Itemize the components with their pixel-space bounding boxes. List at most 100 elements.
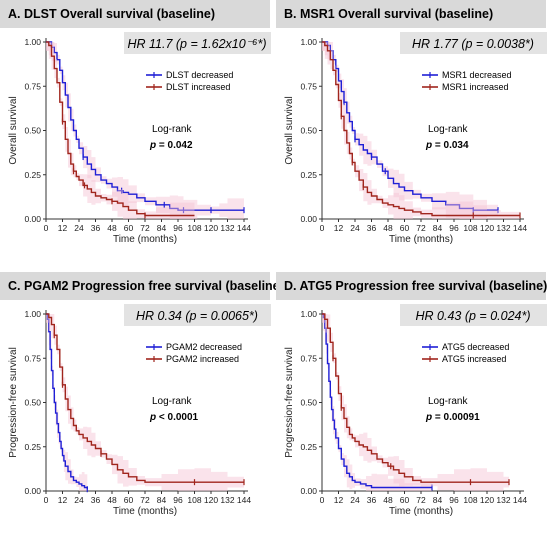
- panel-title-text: DLST Overall survival (baseline): [23, 7, 216, 21]
- x-tick-label: 36: [91, 495, 101, 505]
- y-axis-title: Overall survival: [284, 96, 295, 164]
- legend-label: DLST decreased: [166, 70, 233, 80]
- legend-label: ATG5 decreased: [442, 342, 509, 352]
- x-tick-label: 144: [513, 495, 527, 505]
- panel-title: C. PGAM2 Progression free survival (base…: [0, 272, 284, 300]
- x-tick-label: 144: [237, 223, 251, 233]
- legend-label: PGAM2 decreased: [166, 342, 242, 352]
- panel-title: D. ATG5 Progression free survival (basel…: [276, 272, 548, 300]
- x-tick-label: 24: [350, 223, 360, 233]
- x-tick-label: 12: [334, 495, 344, 505]
- x-tick-label: 48: [107, 223, 117, 233]
- x-axis-title: Time (months): [113, 506, 177, 517]
- x-tick-label: 108: [463, 495, 477, 505]
- y-tick-label: 0.50: [24, 126, 41, 136]
- y-axis-title: Progression-free survival: [284, 347, 295, 458]
- y-tick-label: 0.25: [300, 442, 317, 452]
- y-tick-label: 0.75: [300, 353, 317, 363]
- x-tick-label: 48: [107, 495, 117, 505]
- km-curve: [322, 313, 432, 489]
- km-plot: 0.00 0.25 0.50 0.75 1.00 0 12 24 36 48 60 72 84 96 108…: [8, 32, 271, 245]
- x-tick-label: 132: [496, 223, 510, 233]
- km-curve: [46, 313, 244, 483]
- panel-label: C.: [8, 279, 21, 293]
- hr-box: [124, 304, 271, 326]
- x-tick-label: 96: [173, 495, 183, 505]
- panel-title: B. MSR1 Overall survival (baseline): [276, 0, 546, 28]
- y-tick-label: 0.00: [300, 486, 317, 496]
- x-tick-label: 24: [350, 495, 360, 505]
- x-tick-label: 120: [204, 495, 218, 505]
- x-tick-label: 72: [140, 223, 150, 233]
- x-tick-label: 36: [91, 223, 101, 233]
- panel-title: A. DLST Overall survival (baseline): [0, 0, 270, 28]
- x-tick-label: 108: [187, 495, 201, 505]
- panel-d: D. ATG5 Progression free survival (basel…: [276, 272, 550, 535]
- km-confidence-band: [322, 42, 498, 219]
- y-tick-label: 1.00: [24, 37, 41, 47]
- y-tick-label: 0.75: [300, 81, 317, 91]
- x-tick-label: 60: [124, 223, 134, 233]
- hr-box: [124, 32, 271, 54]
- x-tick-label: 36: [367, 495, 377, 505]
- x-tick-label: 72: [416, 223, 426, 233]
- km-series-increased: [322, 313, 510, 491]
- y-tick-label: 0.00: [300, 214, 317, 224]
- x-tick-label: 132: [220, 495, 234, 505]
- x-axis-title: Time (months): [389, 506, 453, 517]
- x-tick-label: 24: [74, 223, 84, 233]
- panel-label: D.: [284, 279, 297, 293]
- hr-text: HR 0.34 (p = 0.0065*): [136, 309, 258, 323]
- km-curve: [322, 41, 498, 211]
- x-tick-label: 0: [44, 223, 49, 233]
- x-tick-label: 120: [480, 223, 494, 233]
- x-tick-label: 108: [463, 223, 477, 233]
- km-series-decreased: [46, 313, 88, 493]
- x-tick-label: 60: [400, 495, 410, 505]
- y-tick-label: 0.75: [24, 81, 41, 91]
- y-axis-title: Progression-free survival: [8, 347, 19, 458]
- y-tick-label: 0.75: [24, 353, 41, 363]
- panel-title-text: PGAM2 Progression free survival (baselin…: [23, 279, 284, 293]
- hr-text: HR 1.77 (p = 0.0038*): [412, 37, 534, 51]
- y-tick-label: 0.50: [300, 126, 317, 136]
- x-tick-label: 96: [449, 223, 459, 233]
- x-axis-title: Time (months): [113, 234, 177, 245]
- logrank-label: Log-rank: [428, 396, 468, 407]
- x-tick-label: 0: [44, 495, 49, 505]
- x-tick-label: 132: [220, 223, 234, 233]
- km-series-decreased: [322, 41, 499, 219]
- logrank-label: Log-rank: [428, 124, 468, 135]
- legend-label: DLST increased: [166, 82, 230, 92]
- x-tick-label: 12: [334, 223, 344, 233]
- x-tick-label: 108: [187, 223, 201, 233]
- x-tick-label: 48: [383, 495, 393, 505]
- x-tick-label: 84: [433, 495, 443, 505]
- panel-title-text: ATG5 Progression free survival (baseline…: [299, 279, 548, 293]
- km-confidence-band: [46, 42, 195, 219]
- y-axis-title: Overall survival: [8, 96, 19, 164]
- x-tick-label: 72: [416, 495, 426, 505]
- hr-text: HR 0.43 (p = 0.024*): [416, 309, 531, 323]
- x-axis-title: Time (months): [389, 234, 453, 245]
- x-tick-label: 12: [58, 495, 68, 505]
- x-tick-label: 60: [124, 495, 134, 505]
- logrank-label: Log-rank: [152, 396, 192, 407]
- panel-c: C. PGAM2 Progression free survival (base…: [0, 272, 284, 535]
- km-plot: 0.00 0.25 0.50 0.75 1.00 0 12 24 36 48 60 72 84 96 108…: [284, 304, 547, 517]
- logrank-pvalue: p = 0.034: [425, 140, 469, 151]
- km-confidence-band: [46, 314, 88, 491]
- legend-label: PGAM2 increased: [166, 354, 239, 364]
- legend-label: MSR1 increased: [442, 82, 509, 92]
- x-tick-label: 144: [513, 223, 527, 233]
- x-tick-label: 12: [58, 223, 68, 233]
- x-tick-label: 120: [480, 495, 494, 505]
- logrank-label: Log-rank: [152, 124, 192, 135]
- x-tick-label: 0: [320, 223, 325, 233]
- x-tick-label: 0: [320, 495, 325, 505]
- y-tick-label: 0.00: [24, 486, 41, 496]
- y-tick-label: 0.25: [24, 442, 41, 452]
- km-confidence-band: [322, 314, 432, 491]
- panel-title-text: MSR1 Overall survival (baseline): [299, 7, 494, 21]
- x-tick-label: 84: [157, 495, 167, 505]
